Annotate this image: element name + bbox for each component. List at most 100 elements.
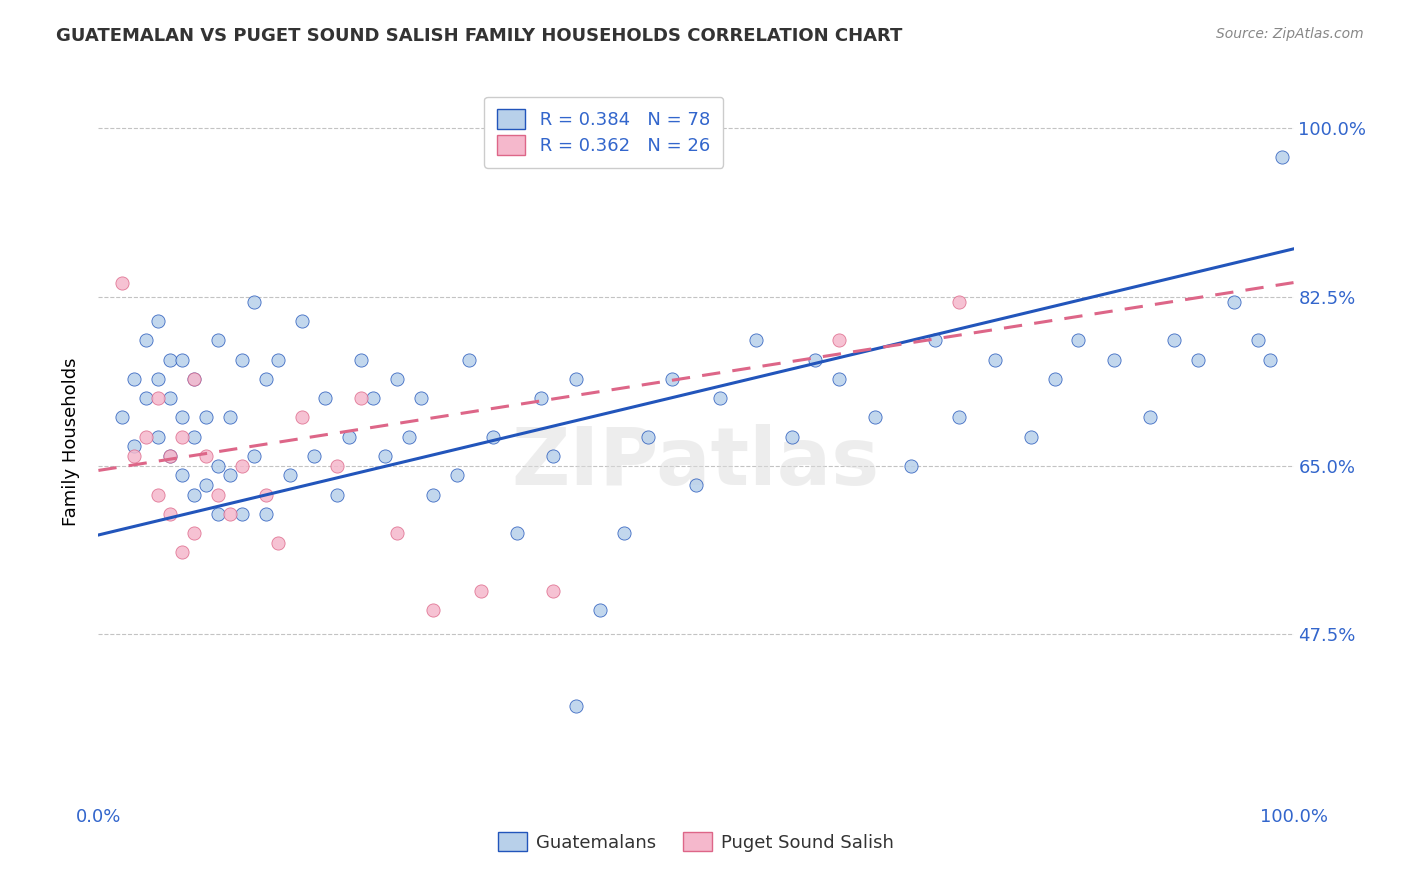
Point [1258, 352, 1281, 367]
Point [148, 391, 170, 405]
Point [254, 372, 277, 386]
Point [172, 430, 194, 444]
Point [159, 507, 181, 521]
Text: Source: ZipAtlas.com: Source: ZipAtlas.com [1216, 27, 1364, 41]
Point [1019, 430, 1042, 444]
Point [589, 603, 612, 617]
Point [900, 458, 922, 473]
Point [135, 430, 157, 444]
Point [1223, 294, 1246, 309]
Point [506, 526, 529, 541]
Point [661, 372, 683, 386]
Point [637, 430, 659, 444]
Point [254, 487, 277, 501]
Point [219, 410, 242, 425]
Point [207, 458, 229, 473]
Y-axis label: Family Households: Family Households [62, 358, 80, 525]
Point [278, 468, 301, 483]
Point [1247, 334, 1270, 348]
Point [709, 391, 731, 405]
Point [541, 583, 564, 598]
Point [1104, 352, 1126, 367]
Point [1067, 334, 1090, 348]
Point [302, 449, 325, 463]
Point [195, 410, 218, 425]
Point [183, 487, 205, 501]
Point [291, 410, 314, 425]
Point [243, 294, 266, 309]
Point [231, 352, 253, 367]
Point [267, 535, 290, 549]
Point [565, 372, 588, 386]
Point [315, 391, 337, 405]
Point [398, 430, 420, 444]
Point [231, 507, 253, 521]
Point [780, 430, 803, 444]
Point [207, 334, 229, 348]
Point [148, 430, 170, 444]
Point [828, 334, 851, 348]
Point [541, 449, 564, 463]
Point [148, 372, 170, 386]
Point [948, 294, 970, 309]
Point [159, 449, 181, 463]
Point [291, 314, 314, 328]
Point [243, 449, 266, 463]
Point [183, 430, 205, 444]
Point [183, 372, 205, 386]
Text: ZIPatlas: ZIPatlas [512, 425, 880, 502]
Point [470, 583, 492, 598]
Point [135, 334, 157, 348]
Point [446, 468, 468, 483]
Point [804, 352, 827, 367]
Point [984, 352, 1007, 367]
Point [1043, 372, 1066, 386]
Point [828, 372, 851, 386]
Point [183, 526, 205, 541]
Point [411, 391, 433, 405]
Point [530, 391, 553, 405]
Point [565, 699, 588, 714]
Point [231, 458, 253, 473]
Point [685, 478, 707, 492]
Point [207, 507, 229, 521]
Point [111, 410, 134, 425]
Point [254, 507, 277, 521]
Legend: Guatemalans, Puget Sound Salish: Guatemalans, Puget Sound Salish [491, 824, 901, 859]
Point [1187, 352, 1209, 367]
Point [326, 458, 349, 473]
Point [481, 430, 505, 444]
Point [219, 507, 242, 521]
Point [385, 526, 409, 541]
Point [339, 430, 361, 444]
Point [124, 439, 146, 453]
Point [948, 410, 970, 425]
Point [148, 487, 170, 501]
Point [422, 487, 444, 501]
Point [207, 487, 229, 501]
Point [385, 372, 409, 386]
Point [159, 449, 181, 463]
Point [745, 334, 768, 348]
Point [422, 603, 444, 617]
Point [124, 372, 146, 386]
Point [350, 391, 373, 405]
Point [326, 487, 349, 501]
Point [135, 391, 157, 405]
Text: GUATEMALAN VS PUGET SOUND SALISH FAMILY HOUSEHOLDS CORRELATION CHART: GUATEMALAN VS PUGET SOUND SALISH FAMILY … [56, 27, 903, 45]
Point [195, 478, 218, 492]
Point [924, 334, 946, 348]
Point [172, 410, 194, 425]
Point [1139, 410, 1161, 425]
Point [363, 391, 385, 405]
Point [350, 352, 373, 367]
Point [1271, 150, 1294, 164]
Point [374, 449, 396, 463]
Point [183, 372, 205, 386]
Point [172, 545, 194, 559]
Point [159, 391, 181, 405]
Point [458, 352, 481, 367]
Point [219, 468, 242, 483]
Point [148, 314, 170, 328]
Point [195, 449, 218, 463]
